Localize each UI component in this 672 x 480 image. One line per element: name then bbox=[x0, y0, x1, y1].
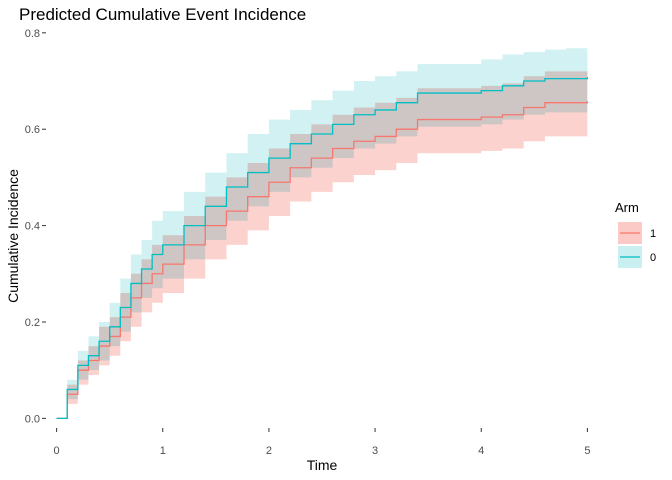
legend-label-arm-0: 0 bbox=[650, 252, 656, 264]
line-arm-0 bbox=[56, 77, 589, 420]
y-tick-label: 0.8 bbox=[25, 28, 40, 40]
ribbon-arm-0 bbox=[56, 47, 588, 419]
y-tick-label: 0.0 bbox=[25, 413, 40, 425]
y-tick-label: 0.6 bbox=[25, 124, 40, 136]
x-axis-title: Time bbox=[307, 457, 338, 473]
y-tick-label: 0.2 bbox=[25, 317, 40, 329]
x-tick-label: 4 bbox=[478, 445, 484, 457]
x-tick-label: 2 bbox=[266, 445, 272, 457]
y-tick-label: 0.4 bbox=[25, 221, 40, 233]
x-axis: 0 1 2 3 4 5 bbox=[54, 428, 590, 457]
x-tick-label: 0 bbox=[54, 445, 60, 457]
series-lines bbox=[56, 77, 589, 420]
legend-title: Arm bbox=[615, 200, 639, 215]
y-axis: 0.0 0.2 0.4 0.6 0.8 bbox=[25, 28, 46, 425]
legend: Arm 1 0 bbox=[615, 200, 656, 268]
chart-title: Predicted Cumulative Event Incidence bbox=[19, 5, 306, 24]
legend-label-arm-1: 1 bbox=[650, 228, 656, 240]
x-tick-label: 5 bbox=[584, 445, 590, 457]
y-axis-title: Cumulative Incidence bbox=[5, 169, 21, 303]
confidence-ribbons bbox=[56, 47, 588, 419]
x-tick-label: 1 bbox=[160, 445, 166, 457]
x-tick-label: 3 bbox=[372, 445, 378, 457]
